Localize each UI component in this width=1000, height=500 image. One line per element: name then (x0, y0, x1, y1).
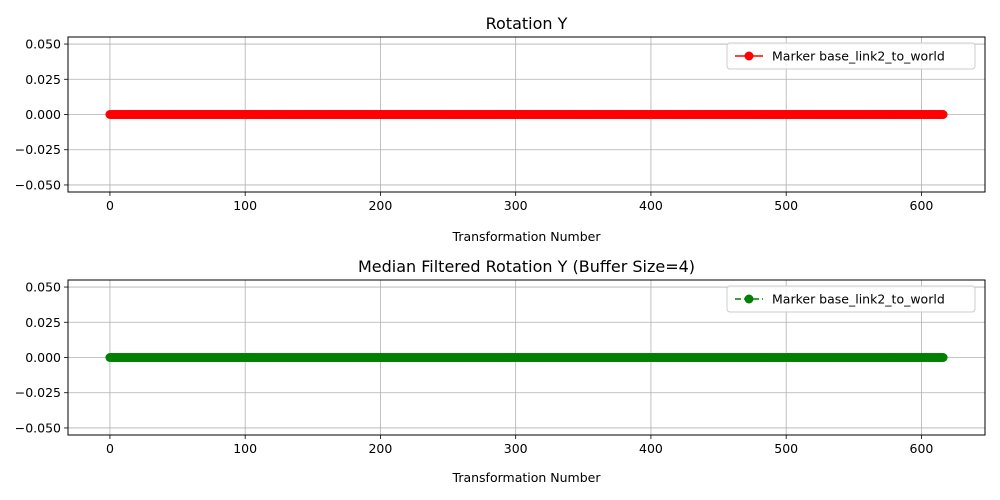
x-tick-label: 0 (106, 198, 114, 213)
x-tick-label: 300 (504, 441, 528, 456)
legend: Marker base_link2_to_world (726, 42, 976, 70)
y-tick-label: −0.050 (15, 420, 61, 435)
legend-label: Marker base_link2_to_world (772, 292, 945, 307)
x-tick-label: 400 (639, 441, 663, 456)
y-tick-label: 0.025 (25, 315, 61, 330)
x-tick-label: 300 (504, 198, 528, 213)
chart-title: Median Filtered Rotation Y (Buffer Size=… (358, 257, 695, 276)
x-axis-label: Transformation Number (452, 470, 602, 485)
chart-panel-1: 0 100 200 300 400 500 600 −0.050 −0.025 0.000 0.02… (15, 14, 986, 244)
x-tick-label: 600 (910, 198, 934, 213)
x-tick-label: 100 (233, 198, 257, 213)
chart-panel-2: 0 100 200 300 400 500 600 −0.050 −0.025 0.000 0.02… (15, 257, 986, 485)
x-tick-label: 0 (106, 441, 114, 456)
x-axis-label: Transformation Number (452, 229, 602, 244)
y-tick-label: −0.025 (15, 142, 61, 157)
x-tick-label: 600 (910, 441, 934, 456)
x-tick-label: 500 (774, 198, 798, 213)
y-tick-label: −0.025 (15, 385, 61, 400)
legend-label: Marker base_link2_to_world (772, 49, 945, 64)
data-point (938, 110, 948, 119)
legend-box (726, 285, 976, 313)
y-tick-label: 0.050 (25, 37, 61, 52)
y-tick-label: −0.050 (15, 177, 61, 192)
series-markers (105, 353, 948, 362)
x-tick-label: 500 (774, 441, 798, 456)
y-tick-label: 0.000 (25, 350, 61, 365)
x-tick-label: 200 (368, 441, 392, 456)
legend-marker (744, 294, 754, 304)
x-tick-label: 400 (639, 198, 663, 213)
y-tick-label: 0.000 (25, 107, 61, 122)
y-tick-label: 0.050 (25, 280, 61, 295)
series-markers (105, 110, 948, 119)
chart-title: Rotation Y (486, 14, 568, 33)
x-tick-label: 100 (233, 441, 257, 456)
data-point (938, 353, 948, 362)
legend-marker (744, 51, 754, 61)
legend-box (726, 42, 976, 70)
legend: Marker base_link2_to_world (726, 285, 976, 313)
x-tick-label: 200 (368, 198, 392, 213)
y-tick-label: 0.025 (25, 72, 61, 87)
